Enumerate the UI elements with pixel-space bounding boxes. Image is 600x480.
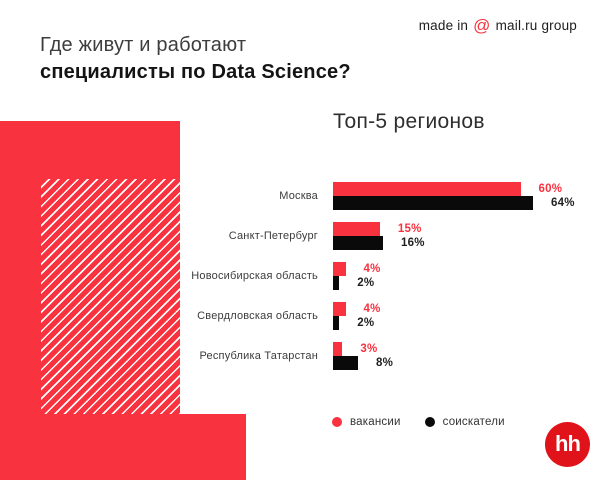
hh-logo-text: hh xyxy=(555,430,581,456)
decor-red-rectangle-bottom xyxy=(0,414,246,480)
legend-label: вакансии xyxy=(350,416,401,428)
bar-value-label: 64% xyxy=(551,197,575,209)
legend-item: соискатели xyxy=(424,416,505,428)
bar-vacancies xyxy=(333,262,346,276)
chart-row: Новосибирская область 4% 2% xyxy=(191,262,600,290)
chart-row: Республика Татарстан 3% 8% xyxy=(199,342,600,370)
bar-value-label: 2% xyxy=(357,317,375,329)
legend-dot-icon xyxy=(424,417,435,427)
chart-row: Свердловская область 4% 2% xyxy=(197,302,600,330)
region-label: Москва xyxy=(279,190,318,202)
bar-applicants xyxy=(333,316,340,330)
bar-value-label: 4% xyxy=(363,303,381,315)
bar-value-label: 16% xyxy=(401,237,425,249)
page-title-line1: Где живут и работают xyxy=(40,34,247,56)
bar-value-label: 15% xyxy=(397,223,422,235)
page-title-line2: специалисты по Data Science? xyxy=(40,61,351,83)
region-label: Санкт-Петербург xyxy=(228,230,318,242)
mailru-group-text: mail.ru group xyxy=(495,18,577,33)
bar-vacancies xyxy=(333,222,380,236)
bar-value-label: 2% xyxy=(357,277,375,289)
page-title: Где живут и работают специалисты по Data… xyxy=(40,32,351,86)
bar-applicants xyxy=(333,236,383,250)
region-label: Новосибирская область xyxy=(191,270,318,282)
bar-applicants xyxy=(333,356,358,370)
bar-value-label: 8% xyxy=(376,357,394,369)
chart-title: Топ-5 регионов xyxy=(333,110,485,133)
bar-value-label: 4% xyxy=(363,263,381,275)
bar-applicants xyxy=(333,276,340,290)
chart-row: Москва 60% 64% xyxy=(279,182,600,210)
bar-vacancies xyxy=(333,342,343,356)
made-in-branding: made in @ mail.ru group xyxy=(419,17,577,34)
bar-vacancies xyxy=(333,182,521,196)
made-in-text: made in xyxy=(418,18,469,33)
legend-label: соискатели xyxy=(442,416,505,428)
region-label: Республика Татарстан xyxy=(199,350,318,362)
chart-row: Санкт-Петербург 15% 16% xyxy=(229,222,600,250)
hatch-pattern-square xyxy=(41,179,180,414)
chart-legend: вакансии соискатели xyxy=(332,416,505,428)
bar-applicants xyxy=(333,196,533,210)
hh-logo: hh xyxy=(545,422,590,467)
region-label: Свердловская область xyxy=(197,310,318,322)
legend-item: вакансии xyxy=(332,416,401,428)
bar-vacancies xyxy=(333,302,346,316)
mailru-at-icon: @ xyxy=(473,16,491,35)
bar-value-label: 3% xyxy=(360,343,378,355)
legend-dot-icon xyxy=(332,417,342,427)
bar-value-label: 60% xyxy=(538,183,563,195)
